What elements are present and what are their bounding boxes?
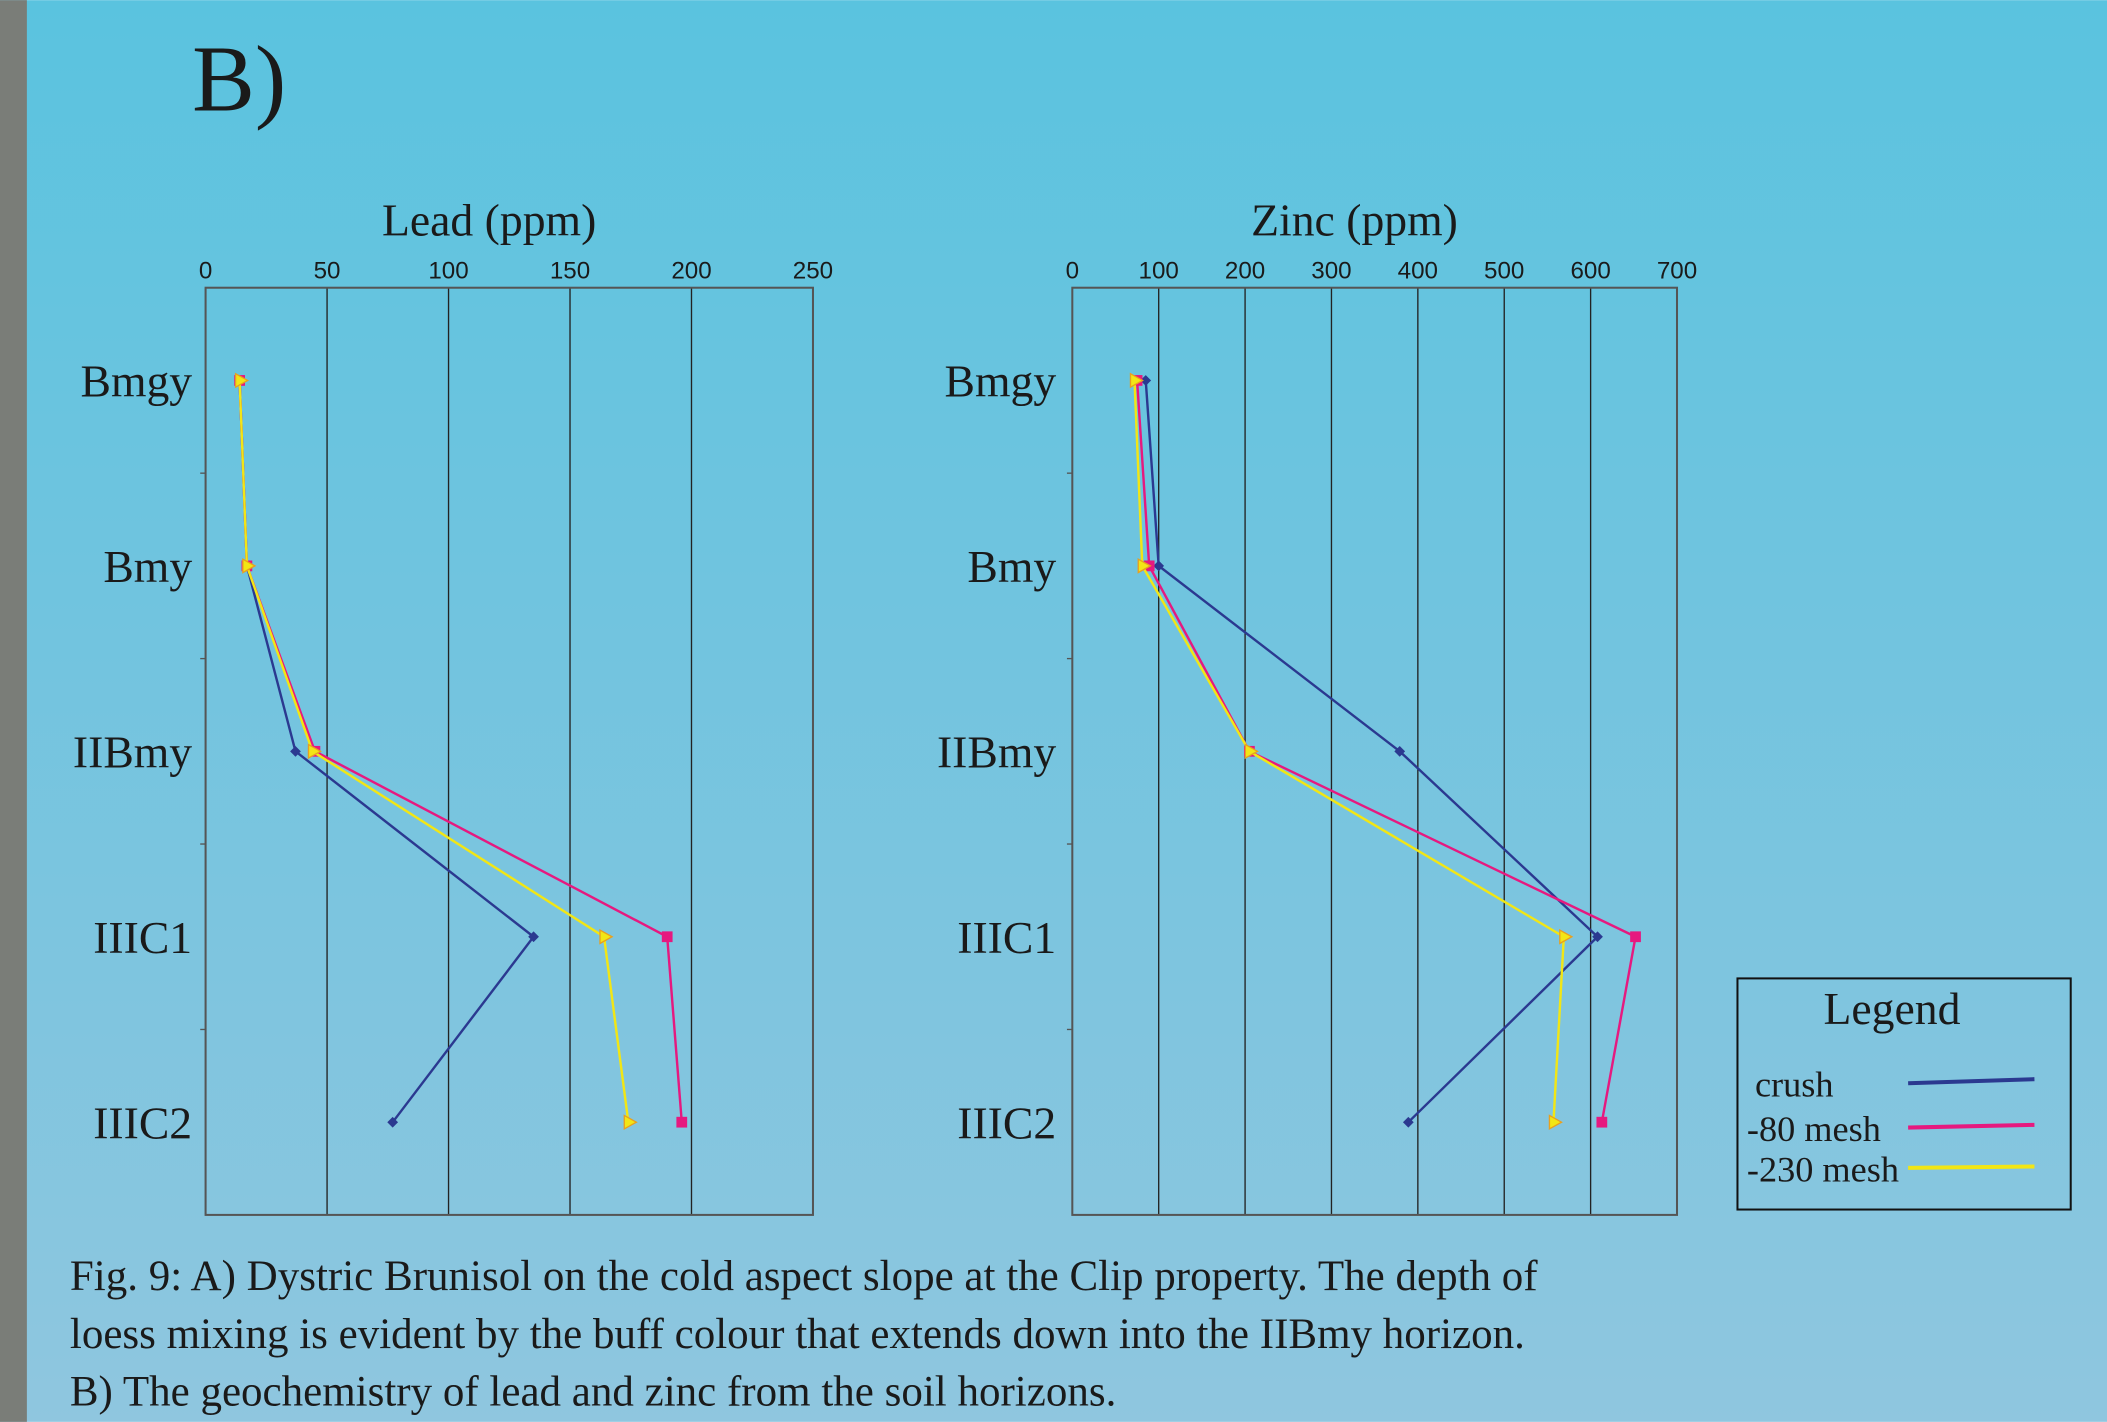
- chart-title: Lead (ppm): [382, 194, 596, 245]
- y-tick-label: IIIC1: [957, 912, 1056, 963]
- photo-edge: [0, 0, 27, 1422]
- y-tick-label: IIBmy: [937, 726, 1056, 777]
- y-tick-label: Bmy: [967, 541, 1056, 592]
- panel-label: B): [192, 27, 286, 131]
- chart-title: Zinc (ppm): [1251, 194, 1458, 245]
- y-tick-label: IIIC1: [93, 912, 192, 963]
- x-tick-label: 600: [1570, 257, 1610, 284]
- x-tick-label: 200: [671, 257, 711, 284]
- y-tick-label: IIBmy: [73, 726, 192, 777]
- legend-swatch: [1908, 1125, 2034, 1128]
- x-tick-label: 700: [1657, 257, 1697, 284]
- y-tick-label: IIIC2: [957, 1097, 1056, 1148]
- x-tick-label: 300: [1311, 257, 1351, 284]
- x-tick-label: 250: [793, 257, 833, 284]
- x-tick-label: 50: [314, 257, 341, 284]
- x-tick-label: 0: [1066, 257, 1079, 284]
- y-tick-label: Bmgy: [80, 356, 192, 407]
- legend-title: Legend: [1824, 983, 1961, 1034]
- page: B) Legend Fig. 9: A) Dystric Brunisol on…: [0, 0, 2107, 1422]
- marker: [662, 931, 673, 942]
- marker: [676, 1117, 687, 1128]
- x-tick-label: 100: [1139, 257, 1179, 284]
- x-tick-label: 150: [550, 257, 590, 284]
- caption-line: loess mixing is evident by the buff colo…: [70, 1311, 1525, 1358]
- legend-label: -230 mesh: [1747, 1149, 1899, 1189]
- y-tick-label: Bmy: [103, 541, 192, 592]
- caption-line: Fig. 9: A) Dystric Brunisol on the cold …: [70, 1253, 1538, 1300]
- x-tick-label: 100: [428, 257, 468, 284]
- x-tick-label: 200: [1225, 257, 1265, 284]
- marker: [1630, 931, 1641, 942]
- marker: [1596, 1117, 1607, 1128]
- x-tick-label: 0: [199, 257, 212, 284]
- caption-line: B) The geochemistry of lead and zinc fro…: [70, 1369, 1116, 1416]
- legend-label: -80 mesh: [1747, 1109, 1881, 1149]
- legend-label: crush: [1755, 1065, 1834, 1105]
- x-tick-label: 400: [1398, 257, 1438, 284]
- x-tick-label: 500: [1484, 257, 1524, 284]
- y-tick-label: IIIC2: [93, 1097, 192, 1148]
- y-tick-label: Bmgy: [945, 356, 1057, 407]
- legend-swatch: [1908, 1167, 2034, 1168]
